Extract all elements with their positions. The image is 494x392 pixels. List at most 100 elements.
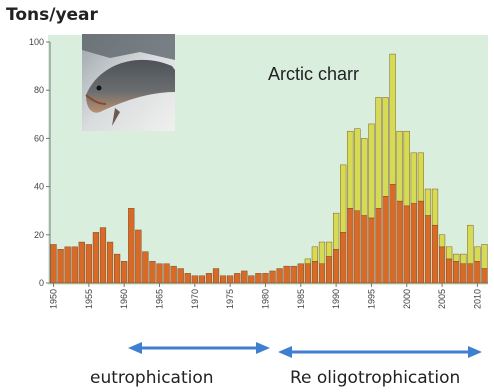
bar-1992-series-1 — [347, 130, 354, 209]
y-ticks: 0 20 40 60 80 100 — [29, 37, 50, 288]
x-tick-label: 1975 — [225, 289, 235, 309]
bar-2011-series-0 — [481, 268, 488, 284]
bar-1961-series-0 — [128, 208, 135, 284]
bar-1964-series-0 — [149, 261, 156, 284]
bar-1999-series-0 — [396, 200, 403, 284]
bar-1979-series-0 — [255, 273, 262, 284]
bar-1966-series-0 — [163, 263, 170, 284]
bar-1976-series-0 — [234, 273, 241, 284]
y-tick-label: 60 — [34, 133, 44, 143]
x-ticks: 1950 1955 1960 1965 1970 1975 1980 1985 1990 1995… — [49, 283, 482, 309]
bar-1951-series-0 — [57, 249, 64, 284]
re-oligotrophication-arrow — [278, 346, 482, 358]
bar-1955-series-0 — [85, 244, 92, 284]
x-tick-label: 1960 — [119, 289, 129, 309]
bar-1969-series-0 — [184, 273, 191, 284]
bar-1992-series-0 — [347, 208, 354, 284]
bar-1996-series-0 — [375, 208, 382, 284]
y-tick-label: 20 — [34, 230, 44, 240]
bar-1988-series-1 — [318, 241, 326, 264]
bar-2004-series-0 — [431, 224, 439, 284]
bar-1987-series-0 — [311, 261, 319, 284]
bar-1993-series-1 — [354, 128, 361, 211]
bar-1991-series-1 — [340, 164, 347, 233]
bar-1994-series-0 — [361, 215, 368, 284]
bar-2009-series-0 — [467, 263, 474, 284]
bar-1965-series-0 — [156, 263, 163, 284]
bar-1989-series-1 — [325, 241, 333, 257]
bar-2001-series-0 — [410, 203, 417, 284]
bar-1986-series-1 — [304, 258, 311, 264]
bar-1988-series-0 — [318, 263, 326, 284]
fish-photo — [82, 34, 175, 131]
x-tick-label: 1985 — [296, 289, 306, 309]
bar-1971-series-0 — [198, 275, 205, 284]
bar-1977-series-0 — [241, 270, 248, 284]
bar-2007-series-1 — [453, 253, 460, 262]
bar-1997-series-1 — [382, 97, 389, 197]
bar-2004-series-1 — [431, 188, 439, 226]
bar-1954-series-0 — [78, 241, 85, 284]
bar-2003-series-0 — [424, 215, 432, 284]
bar-1985-series-0 — [297, 263, 304, 284]
bar-2010-series-1 — [474, 246, 481, 262]
bar-1959-series-0 — [114, 253, 121, 284]
bar-1998-series-1 — [389, 53, 396, 185]
bar-2006-series-1 — [446, 246, 453, 260]
bar-1989-series-0 — [325, 256, 333, 284]
bar-2005-series-1 — [438, 234, 446, 248]
y-tick-label: 100 — [29, 37, 44, 47]
bar-2000-series-0 — [403, 205, 410, 284]
bar-1950-series-0 — [50, 244, 57, 284]
x-tick-label: 1980 — [260, 289, 270, 309]
x-tick-label: 1990 — [331, 289, 341, 309]
x-tick-label: 1970 — [190, 289, 200, 309]
bar-2003-series-1 — [424, 188, 432, 216]
x-tick-label: 1955 — [84, 289, 94, 309]
bar-1978-series-0 — [248, 275, 255, 284]
y-tick-label: 40 — [34, 182, 44, 192]
bar-2000-series-1 — [403, 130, 410, 207]
species-annotation: Arctic charr — [268, 64, 359, 84]
bar-1958-series-0 — [106, 241, 114, 284]
bar-2001-series-1 — [410, 152, 417, 204]
bar-1963-series-0 — [142, 251, 149, 284]
bar-2006-series-0 — [446, 258, 453, 284]
bar-1994-series-1 — [361, 138, 368, 216]
bar-1974-series-0 — [219, 275, 227, 284]
bar-2007-series-0 — [453, 261, 460, 284]
x-tick-label: 1995 — [366, 289, 376, 309]
bar-1970-series-0 — [191, 275, 198, 284]
bar-1999-series-1 — [396, 130, 403, 202]
bar-1990-series-1 — [333, 212, 340, 250]
bar-1986-series-0 — [304, 263, 311, 284]
x-tick-label: 1950 — [49, 289, 59, 309]
x-tick-label: 2005 — [437, 289, 447, 309]
bar-1952-series-0 — [64, 246, 71, 284]
bar-1984-series-0 — [290, 265, 297, 284]
bar-1983-series-0 — [283, 265, 290, 284]
bar-1996-series-1 — [375, 97, 382, 209]
y-axis-title: Tons/year — [6, 5, 99, 25]
eutrophication-label: eutrophication — [90, 368, 214, 388]
bar-1995-series-1 — [368, 123, 375, 219]
eutrophication-arrow — [128, 342, 270, 354]
bar-1981-series-0 — [269, 270, 276, 284]
bar-1982-series-0 — [276, 268, 283, 284]
y-tick-label: 0 — [39, 278, 44, 288]
bar-1987-series-1 — [311, 246, 319, 262]
re-oligotrophication-label: Re oligotrophication — [290, 368, 460, 388]
bar-1953-series-0 — [71, 246, 78, 284]
bar-group — [50, 53, 488, 284]
bar-1998-series-0 — [389, 183, 396, 284]
bar-1956-series-0 — [92, 232, 100, 284]
bar-2011-series-1 — [481, 244, 488, 269]
bar-1972-series-0 — [205, 273, 213, 284]
bar-1973-series-0 — [212, 268, 220, 284]
bar-1960-series-0 — [121, 261, 128, 284]
bar-2009-series-1 — [467, 224, 474, 264]
bar-2010-series-0 — [474, 261, 481, 284]
x-tick-label: 1965 — [155, 289, 165, 309]
bar-1997-series-0 — [382, 196, 389, 284]
